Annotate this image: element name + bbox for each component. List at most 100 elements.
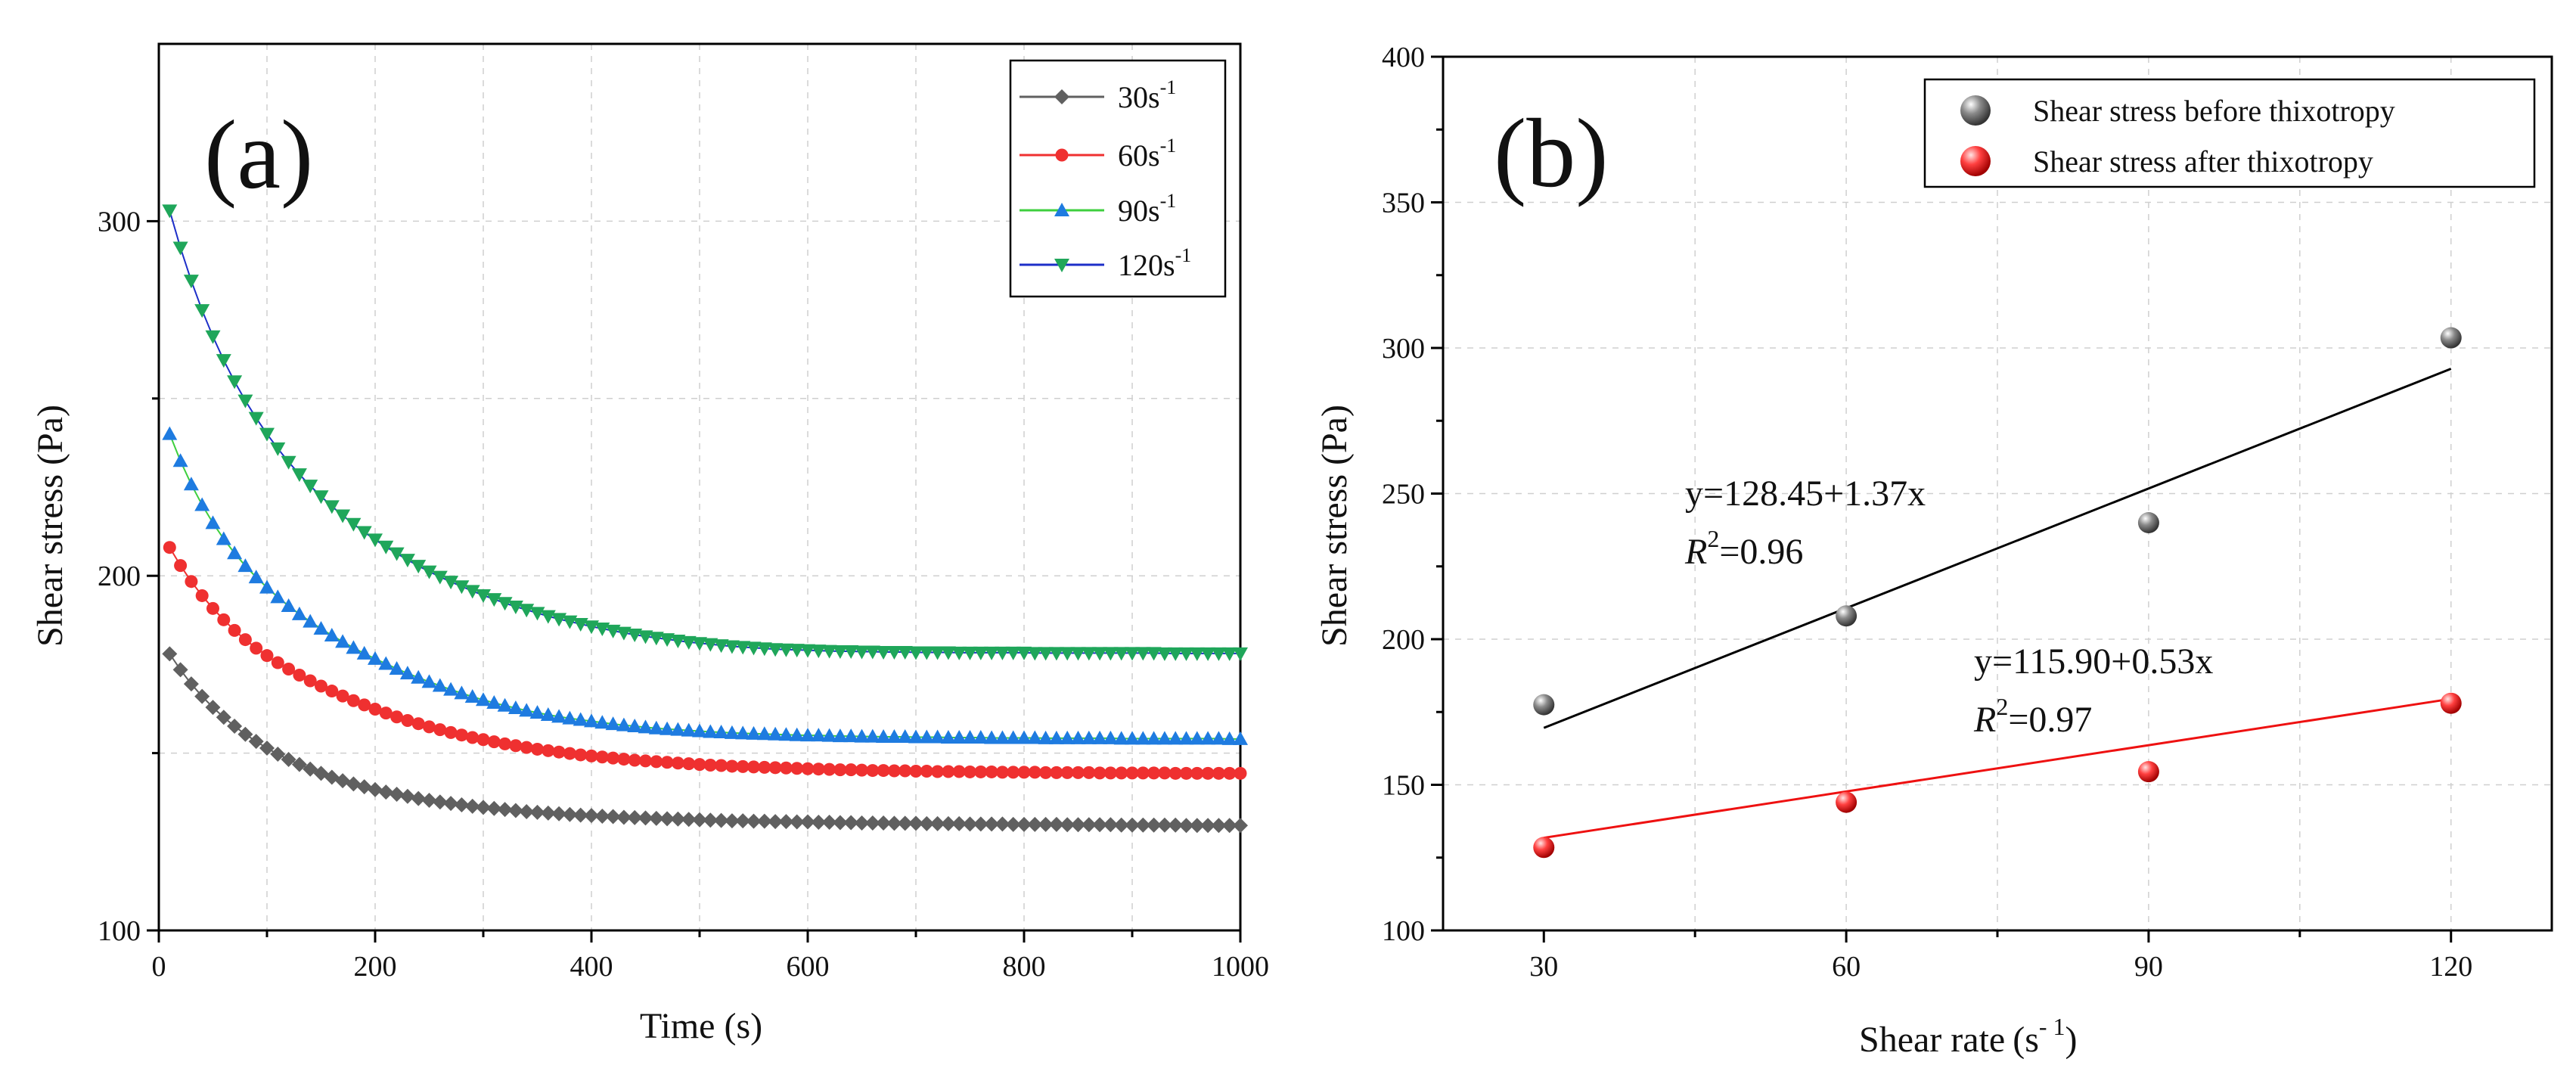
data-point-90s	[768, 726, 784, 741]
data-point-60s	[1072, 766, 1085, 779]
r2-sup-before: 2	[1707, 525, 1719, 552]
data-point-90s	[1016, 730, 1032, 744]
data-point-120s	[919, 646, 935, 660]
data-point-30s	[356, 779, 372, 795]
x-axis-unit-b: (s	[2013, 1020, 2039, 1060]
data-point-30s	[724, 813, 740, 829]
data-point-90s	[432, 678, 448, 692]
data-point-30s	[1211, 818, 1227, 834]
data-point-60s	[909, 765, 923, 778]
data-point-120s	[1200, 647, 1216, 661]
data-point-90s	[259, 579, 275, 594]
data-point-60s	[639, 754, 652, 768]
data-point-60s	[942, 765, 955, 778]
data-point-before	[1533, 694, 1555, 716]
data-point-60s	[1060, 766, 1074, 779]
data-point-120s	[356, 526, 372, 540]
data-point-30s	[1060, 817, 1075, 833]
chart-panel-b: 30 60 90 120 100 150 200 250 300 350 400 (b) Shear…	[1314, 42, 2553, 1060]
data-point-30s	[399, 788, 415, 804]
data-point-30s	[584, 808, 599, 824]
data-point-120s	[864, 645, 880, 660]
data-point-120s	[1156, 647, 1172, 661]
data-point-120s	[897, 645, 913, 660]
data-point-120s	[713, 639, 729, 654]
svg-text:R2=0.96: R2=0.96	[1684, 525, 1803, 572]
data-point-60s	[411, 717, 425, 731]
data-point-120s	[1070, 647, 1086, 661]
legend-point-90s	[1054, 203, 1069, 216]
data-point-30s	[476, 800, 491, 815]
data-point-90s	[1135, 731, 1151, 745]
data-point-30s	[368, 781, 383, 797]
data-point-90s	[1211, 731, 1227, 745]
data-point-30s	[378, 784, 394, 800]
data-point-90s	[627, 718, 643, 732]
legend-b-box	[1923, 78, 2536, 188]
data-point-120s	[1027, 647, 1043, 661]
data-point-60s	[293, 668, 306, 682]
data-point-30s	[1070, 817, 1086, 833]
data-point-90s	[368, 651, 383, 665]
data-point-30s	[811, 815, 827, 831]
data-point-120s	[172, 241, 188, 256]
data-point-120s	[313, 490, 329, 505]
data-point-60s	[1234, 766, 1247, 780]
data-point-90s	[995, 730, 1010, 744]
data-point-30s	[529, 804, 545, 820]
data-point-90s	[313, 621, 329, 635]
legend-label-30: 30s	[1118, 80, 1160, 114]
fit-equation-after: y=115.90+0.53x	[1974, 641, 2213, 682]
data-point-90s	[1125, 731, 1140, 745]
data-point-30s	[205, 700, 221, 716]
data-point-120s	[962, 646, 978, 660]
data-point-30s	[421, 792, 437, 808]
data-point-90s	[1168, 731, 1184, 745]
r2-value-after: =0.97	[2008, 700, 2092, 740]
data-point-after	[2440, 692, 2462, 714]
data-point-30s	[692, 812, 707, 828]
data-point-30s	[735, 813, 751, 829]
data-point-30s	[1125, 817, 1140, 833]
data-point-90s	[216, 531, 231, 545]
data-point-30s	[432, 794, 448, 810]
data-point-30s	[756, 813, 772, 829]
data-point-60s	[703, 759, 717, 772]
data-point-60s	[1169, 766, 1182, 780]
data-point-120s	[940, 646, 956, 660]
data-point-120s	[443, 576, 459, 590]
legend-label-60-sup: -1	[1160, 135, 1177, 157]
data-point-60s	[671, 756, 684, 770]
data-point-60s	[812, 762, 825, 776]
data-point-90s	[454, 685, 470, 700]
data-point-60s	[715, 759, 728, 772]
data-point-30s	[670, 811, 686, 827]
data-point-60s	[401, 713, 414, 727]
data-point-120s	[886, 645, 902, 660]
data-point-90s	[713, 724, 729, 738]
data-point-30s	[1135, 817, 1151, 833]
data-point-60s	[174, 559, 188, 573]
svg-text:30s-1: 30s-1	[1118, 76, 1176, 114]
y-axis-title-a: Shear stress (Pa)	[30, 405, 70, 647]
r2-label-before: R	[1684, 532, 1707, 572]
data-point-30s	[464, 798, 480, 814]
data-point-90s	[1005, 730, 1021, 744]
svg-text:120s-1: 120s-1	[1118, 244, 1191, 282]
data-point-90s	[930, 729, 945, 744]
data-point-30s	[486, 800, 502, 816]
data-point-60s	[542, 744, 555, 757]
legend-a-entry-60: 60s-1	[1020, 135, 1176, 172]
data-point-60s	[1103, 766, 1117, 780]
legend-label-after: Shear stress after thixotropy	[2033, 144, 2373, 179]
data-point-120s	[1060, 647, 1075, 661]
legend-label-120-sup: -1	[1175, 244, 1192, 266]
data-point-30s	[1016, 816, 1032, 832]
data-point-60s	[725, 759, 739, 773]
data-point-120s	[832, 645, 848, 660]
data-point-30s	[973, 816, 989, 832]
data-point-30s	[411, 790, 427, 806]
legend-a-entry-90: 90s-1	[1020, 190, 1176, 228]
data-point-120s	[259, 427, 275, 442]
r2-sup-after: 2	[1996, 693, 2008, 720]
